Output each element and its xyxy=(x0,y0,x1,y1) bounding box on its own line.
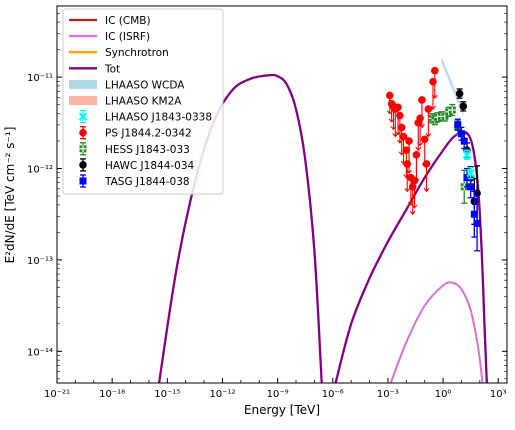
ps-j1844-2-0342-limit-arrow xyxy=(409,210,416,216)
ps-j1844-2-0342-point xyxy=(402,146,411,155)
ps-j1844-2-0342-point xyxy=(420,135,429,144)
tasg-j1844-038-point xyxy=(454,121,462,129)
legend-swatch-ps-j1844-2-0342 xyxy=(79,128,87,137)
tasg-j1844-038-point xyxy=(467,183,475,191)
ps-j1844-2-0342-limit-arrow xyxy=(406,169,412,174)
legend-label-tot: Tot xyxy=(104,63,120,75)
legend-swatch-lhaaso-km2a xyxy=(69,96,97,105)
x-tick-label: 10⁰ xyxy=(435,389,452,400)
ic-isrf-curve xyxy=(389,281,484,383)
x-tick-label: 10⁻³ xyxy=(377,389,399,400)
legend-label-tasg-j1844-038: TASG J1844-038 xyxy=(104,176,190,188)
hawc-j1844-034-point xyxy=(459,102,468,111)
lhaaso-j1843-0338-point xyxy=(462,150,472,160)
lhaaso-wcda-band xyxy=(441,56,464,117)
x-tick-label: 10⁻¹² xyxy=(209,389,235,400)
y-tick-label: 10⁻¹³ xyxy=(27,256,53,267)
ps-j1844-2-0342-point xyxy=(422,160,431,168)
ps-j1844-2-0342-point xyxy=(429,77,437,86)
ps-j1844-2-0342-limit-arrow xyxy=(430,105,436,110)
tasg-j1844-038-point xyxy=(460,137,468,145)
x-tick-label: 10³ xyxy=(490,389,507,400)
x-axis-label: Energy [TeV] xyxy=(244,403,320,417)
ps-j1844-2-0342-limit-arrow xyxy=(392,133,399,138)
legend-box xyxy=(62,8,224,195)
ps-j1844-2-0342-point xyxy=(431,66,439,75)
y-tick-label: 10⁻¹² xyxy=(27,165,53,176)
ps-j1844-2-0342-point xyxy=(412,151,421,159)
ps-j1844-2-0342-limit-arrow xyxy=(404,188,411,193)
ps-j1844-2-0342-limit-arrow xyxy=(419,124,425,129)
y-axis-label: E²dN/dE [TeV cm⁻² s⁻¹] xyxy=(3,127,17,264)
tasg-j1844-038-point xyxy=(473,219,481,227)
tot-curve xyxy=(157,73,323,383)
ps-j1844-2-0342-limit-arrow xyxy=(423,188,430,193)
legend-label-hess-j1843-033: HESS J1843-033 xyxy=(105,144,190,156)
ps-j1844-2-0342-limit-arrow xyxy=(413,178,420,184)
legend-swatch-lhaaso-wcda xyxy=(69,79,97,89)
legend-label-ps-j1844-2-0342: PS J1844.2-0342 xyxy=(105,128,192,140)
legend-label-synchrotron: Synchrotron xyxy=(105,47,169,59)
ps-j1844-2-0342-limit-arrow xyxy=(431,94,438,99)
ps-j1844-2-0342-point xyxy=(418,96,426,104)
x-tick-label: 10⁻²¹ xyxy=(44,389,70,400)
y-tick-label: 10⁻¹⁴ xyxy=(27,347,53,358)
legend-swatch-hawc-j1844-034 xyxy=(79,161,87,169)
ps-j1844-2-0342-point xyxy=(396,111,404,120)
ps-j1844-2-0342-point xyxy=(424,105,433,113)
legend-label-ic-cmb: IC (CMB) xyxy=(105,15,151,27)
ps-j1844-2-0342-point xyxy=(385,91,394,100)
x-tick-label: 10⁻¹⁵ xyxy=(154,389,180,400)
legend-label-ic-isrf: IC (ISRF) xyxy=(105,31,150,43)
legend: IC (CMB) IC (ISRF) Synchrotron Tot LHAASO WC… xyxy=(62,8,224,195)
tot-ic-curve xyxy=(334,130,488,383)
tasg-j1844-038-point xyxy=(463,174,471,182)
legend-label-lhaaso-km2a: LHAASO KM2A xyxy=(105,96,182,108)
ps-j1844-2-0342-limit-arrow xyxy=(411,204,418,209)
legend-label-hawc-j1844-034: HAWC J1844-034 xyxy=(105,160,195,172)
x-tick-label: 10⁻⁶ xyxy=(322,389,344,400)
ps-j1844-2-0342-point xyxy=(397,123,406,132)
ps-j1844-2-0342-point xyxy=(394,103,402,112)
x-tick-label: 10⁻¹⁸ xyxy=(99,389,125,400)
ps-j1844-2-0342-limit-arrow xyxy=(425,133,432,138)
x-tick-label: 10⁻⁹ xyxy=(267,389,289,400)
tasg-j1844-038-point xyxy=(470,210,478,218)
legend-swatch-tasg-j1844-038 xyxy=(79,177,87,185)
y-tick-label: 10⁻¹¹ xyxy=(27,73,53,84)
ps-j1844-2-0342-limit-arrow xyxy=(417,142,424,147)
ps-j1844-2-0342-point xyxy=(405,137,413,145)
hawc-j1844-034-point xyxy=(455,89,464,98)
ps-j1844-2-0342-point xyxy=(408,182,417,191)
ps-j1844-2-0342-point xyxy=(399,132,408,141)
lhaaso-j1843-0338-point xyxy=(466,168,475,178)
legend-label-lhaaso-j1843-0338: LHAASO J1843-0338 xyxy=(105,112,212,124)
legend-label-lhaaso-wcda: LHAASO WCDA xyxy=(105,79,185,91)
ps-j1844-2-0342-limit-arrow xyxy=(415,146,422,152)
plot-frame xyxy=(56,5,508,384)
ps-j1844-2-0342-point xyxy=(403,160,412,168)
legend-swatch-lhaaso-j1843-0338 xyxy=(78,112,88,121)
ps-j1844-2-0342-point xyxy=(416,114,424,123)
